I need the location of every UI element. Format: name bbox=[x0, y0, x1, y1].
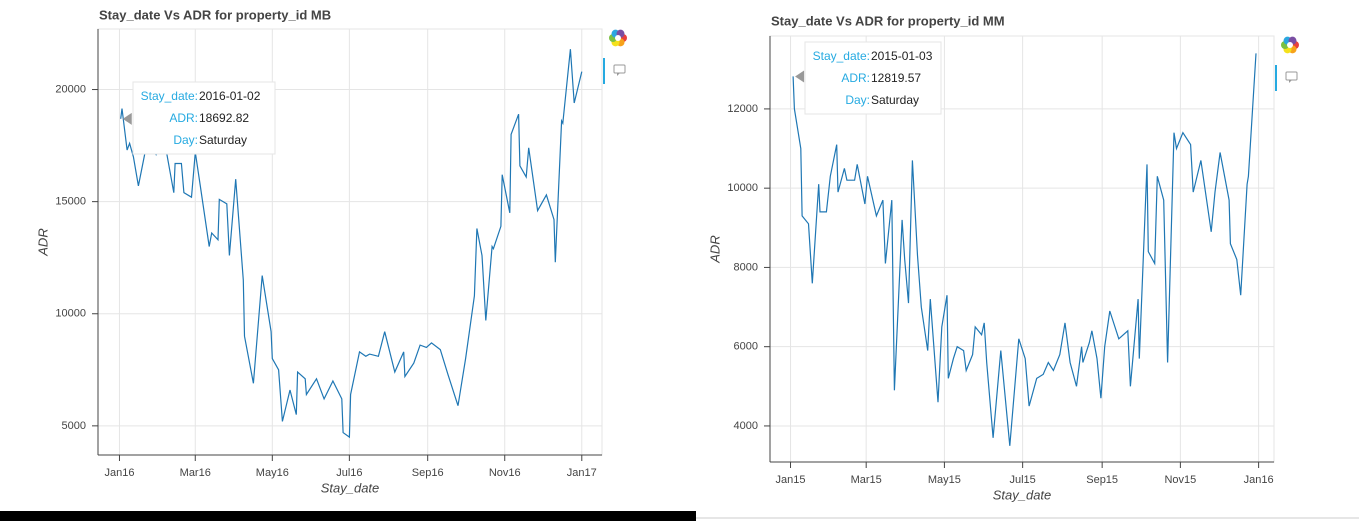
chart-title: Stay_date Vs ADR for property_id MM bbox=[771, 13, 1005, 28]
hover-tool-tail bbox=[1289, 80, 1292, 83]
x-tick-label: Mar16 bbox=[180, 467, 211, 479]
tooltip-arrow bbox=[122, 112, 132, 125]
x-tick-label: May15 bbox=[928, 474, 961, 486]
x-tick-label: Jan16 bbox=[1244, 474, 1274, 486]
chart: Stay_date Vs ADR for property_id MB Stay_… bbox=[35, 7, 627, 495]
x-tick-label: Nov15 bbox=[1164, 474, 1196, 486]
y-tick-label: 10000 bbox=[55, 308, 86, 320]
x-tick-label: Jan15 bbox=[776, 474, 806, 486]
tooltip bbox=[132, 81, 276, 155]
logo-center bbox=[1287, 42, 1293, 48]
bokeh-logo[interactable] bbox=[609, 29, 627, 47]
tooltip-label: ADR: bbox=[841, 71, 870, 85]
y-tick-label: 6000 bbox=[734, 341, 758, 353]
tooltip-value: Saturday bbox=[871, 93, 919, 107]
x-tick-label: Mar15 bbox=[851, 474, 882, 486]
y-tick-label: 8000 bbox=[734, 261, 758, 273]
tooltip-value: Saturday bbox=[199, 133, 247, 147]
chart-title: Stay_date Vs ADR for property_id MB bbox=[99, 7, 331, 22]
y-tick-label: 15000 bbox=[55, 196, 86, 208]
x-axis-label: Stay_date bbox=[321, 480, 380, 495]
tooltip-label: Stay_date: bbox=[813, 49, 870, 63]
tooltip-arrow bbox=[795, 70, 805, 83]
x-tick-label: Jan16 bbox=[104, 467, 134, 479]
chart: Stay_date Vs ADR for property_id MM Stay_… bbox=[707, 13, 1299, 502]
x-axis-label: Stay_date bbox=[993, 487, 1052, 502]
y-tick-label: 10000 bbox=[727, 182, 758, 194]
tooltip-label: Day: bbox=[845, 93, 870, 107]
tooltip-value: 12819.57 bbox=[871, 71, 921, 85]
y-tick-label: 4000 bbox=[734, 420, 758, 432]
x-tick-label: Jul16 bbox=[336, 467, 362, 479]
y-tick-label: 20000 bbox=[55, 83, 86, 95]
x-tick-label: Sep16 bbox=[412, 467, 444, 479]
tooltip-label: Day: bbox=[173, 133, 198, 147]
hover-tool-tail bbox=[617, 73, 620, 76]
x-tick-label: Sep15 bbox=[1086, 474, 1118, 486]
bokeh-logo[interactable] bbox=[1281, 36, 1299, 54]
bottom-bar bbox=[0, 511, 696, 521]
tooltip-value: 18692.82 bbox=[199, 111, 249, 125]
tooltip-label: ADR: bbox=[169, 111, 198, 125]
hover-tool-icon[interactable] bbox=[1285, 71, 1298, 81]
x-tick-label: Jul15 bbox=[1009, 474, 1035, 486]
y-tick-label: 12000 bbox=[727, 103, 758, 115]
tooltip-value: 2015-01-03 bbox=[871, 49, 933, 63]
hover-tool-icon[interactable] bbox=[613, 64, 626, 74]
x-tick-label: Jan17 bbox=[567, 467, 597, 479]
y-tick-label: 5000 bbox=[62, 420, 86, 432]
y-axis-label: ADR bbox=[35, 228, 50, 256]
data-line bbox=[792, 53, 1257, 446]
data-line bbox=[120, 49, 583, 439]
y-axis-label: ADR bbox=[707, 235, 722, 263]
tooltip-value: 2016-01-02 bbox=[199, 89, 261, 103]
x-tick-label: Nov16 bbox=[489, 467, 521, 479]
tooltip-label: Stay_date: bbox=[141, 89, 198, 103]
logo-center bbox=[615, 35, 621, 41]
x-tick-label: May16 bbox=[256, 467, 289, 479]
tooltip bbox=[804, 41, 942, 115]
